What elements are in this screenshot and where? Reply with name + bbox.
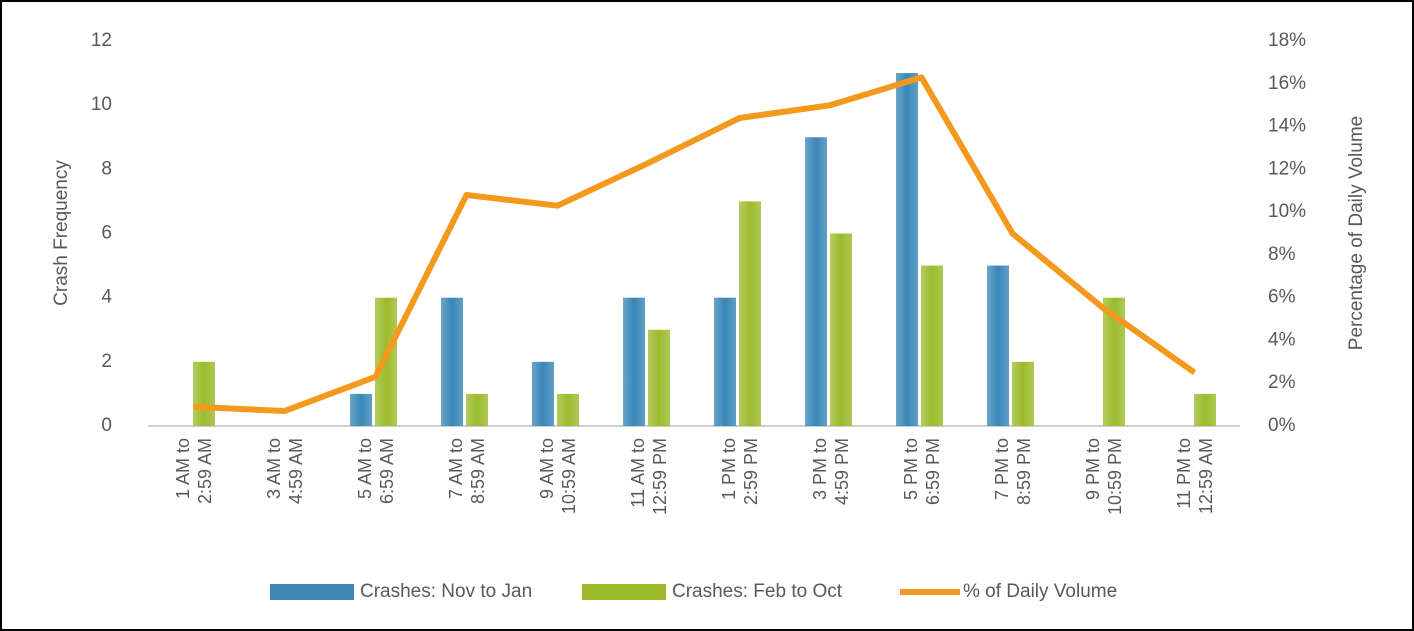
y-tick-label: 10 (91, 94, 112, 115)
bar (1103, 297, 1125, 426)
y2-tick-label: 16% (1268, 73, 1306, 94)
legend-swatch (582, 584, 666, 600)
legend-swatch (270, 584, 354, 600)
bar (830, 233, 852, 426)
bar (648, 329, 670, 426)
bar (441, 297, 463, 426)
x-tick-label: 3 PM to 4:59 PM (809, 438, 852, 506)
x-tick-label: 9 AM to 10:59 AM (536, 438, 579, 515)
x-tick-label: 7 AM to 8:59 AM (445, 438, 488, 505)
y2-axis-label: Percentage of Daily Volume (1346, 116, 1367, 350)
y2-tick-label: 14% (1268, 116, 1306, 137)
bar (921, 265, 943, 426)
bar (193, 361, 215, 426)
y-tick-label: 2 (101, 351, 112, 372)
legend-label: Crashes: Feb to Oct (672, 581, 843, 602)
x-tick-label: 9 PM to 10:59 PM (1082, 438, 1125, 516)
y-tick-label: 8 (101, 158, 112, 179)
bar (896, 73, 918, 426)
y2-tick-label: 12% (1268, 158, 1306, 179)
bar (532, 361, 554, 426)
x-tick-label: 1 PM to 2:59 PM (718, 438, 761, 506)
y2-tick-label: 8% (1268, 244, 1296, 265)
y-tick-label: 12 (91, 30, 112, 51)
y-tick-label: 4 (101, 287, 112, 308)
y2-tick-label: 4% (1268, 329, 1296, 350)
x-tick-label: 1 AM to 2:59 AM (172, 438, 215, 505)
x-tick-label: 11 AM to 12:59 PM (627, 438, 670, 516)
bar (557, 393, 579, 426)
y-axis-label: Crash Frequency (51, 160, 72, 306)
y2-tick-label: 2% (1268, 372, 1296, 393)
x-tick-label: 11 PM to 12:59 AM (1173, 438, 1216, 515)
bar (987, 265, 1009, 426)
y2-tick-label: 6% (1268, 287, 1296, 308)
bar (623, 297, 645, 426)
bar (714, 297, 736, 426)
bar (466, 393, 488, 426)
legend-label: % of Daily Volume (963, 581, 1117, 602)
legend-label: Crashes: Nov to Jan (360, 581, 532, 602)
bar (739, 201, 761, 426)
x-tick-label: 5 PM to 6:59 PM (900, 438, 943, 506)
y-tick-label: 0 (101, 415, 112, 436)
y2-tick-label: 0% (1268, 415, 1296, 436)
y2-tick-label: 10% (1268, 201, 1306, 222)
bar (1194, 393, 1216, 426)
line (193, 74, 1197, 415)
x-tick-label: 5 AM to 6:59 AM (354, 438, 397, 505)
y-tick-label: 6 (101, 223, 112, 244)
y2-tick-label: 18% (1268, 30, 1306, 51)
x-tick-label: 3 AM to 4:59 AM (263, 438, 306, 505)
x-tick-label: 7 PM to 8:59 PM (991, 438, 1034, 506)
bar (805, 137, 827, 426)
bar (350, 393, 372, 426)
bar (1012, 361, 1034, 426)
